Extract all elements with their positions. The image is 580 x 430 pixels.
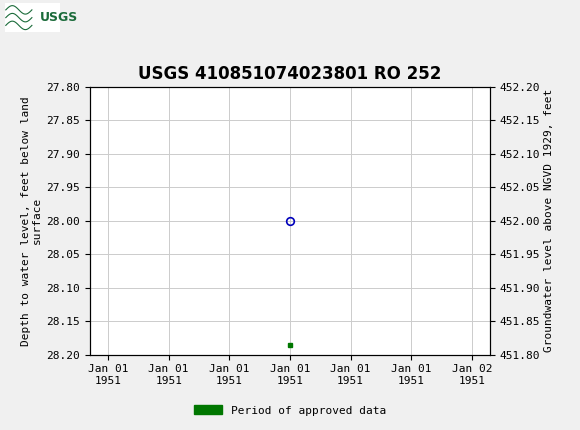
Title: USGS 410851074023801 RO 252: USGS 410851074023801 RO 252 <box>138 64 442 83</box>
Y-axis label: Groundwater level above NGVD 1929, feet: Groundwater level above NGVD 1929, feet <box>545 89 554 353</box>
Y-axis label: Depth to water level, feet below land
surface: Depth to water level, feet below land su… <box>21 96 42 346</box>
FancyBboxPatch shape <box>5 3 60 32</box>
Text: USGS: USGS <box>39 11 78 24</box>
Legend: Period of approved data: Period of approved data <box>190 401 390 420</box>
